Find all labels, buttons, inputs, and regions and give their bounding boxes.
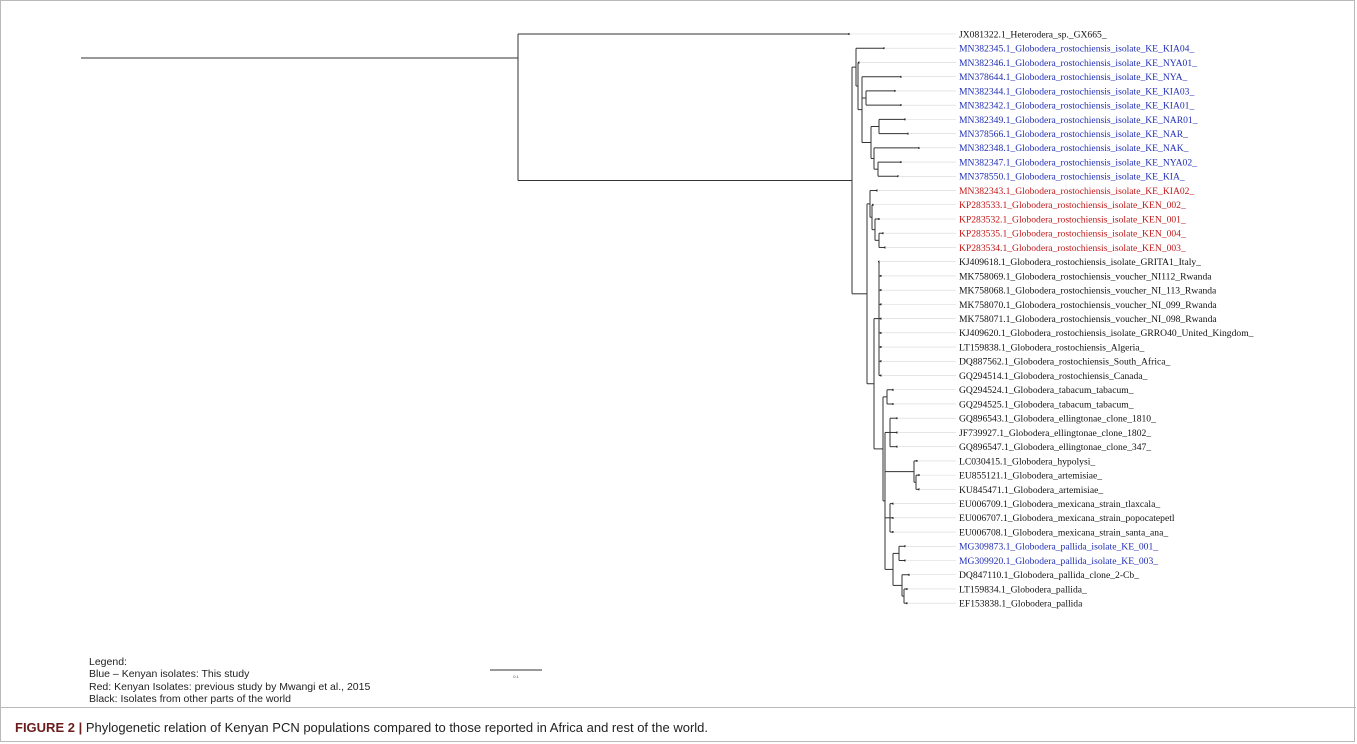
tree-leaf-label: MN382348.1_Globodera_rostochiensis_isola… [959,143,1189,154]
tree-leaf-label: MN382349.1_Globodera_rostochiensis_isola… [959,115,1198,126]
tree-leaf-labels: JX081322.1_Heterodera_sp._GX665_ MN382345… [959,29,1254,609]
tree-leaf-label: MN382346.1_Globodera_rostochiensis_isola… [959,58,1197,69]
tree-leaf-label: DQ847110.1_Globodera_pallida_clone_2-Cb_ [959,570,1139,581]
tree-leaf-label: EU006707.1_Globodera_mexicana_strain_pop… [959,513,1175,524]
tree-leaf-label: MK758069.1_Globodera_rostochiensis_vouch… [959,271,1212,282]
tree-leaf-label: GQ294524.1_Globodera_tabacum_tabacum_ [959,385,1134,396]
tree-leaf-label: MN382342.1_Globodera_rostochiensis_isola… [959,101,1194,112]
figure-caption: FIGURE 2 | Phylogenetic relation of Keny… [15,720,708,735]
tree-leaf-label: MK758071.1_Globodera_rostochiensis_vouch… [959,314,1217,325]
caption-divider [1,707,1356,708]
tree-leaf-label: KP283534.1_Globodera_rostochiensis_isola… [959,243,1186,254]
legend-item-blue: Blue – Kenyan isolates: This study [89,668,250,681]
tree-branches [81,33,920,605]
tree-leaf-label: KU845471.1_Globodera_artemisiae_ [959,485,1103,496]
tree-leaf-label: MN378644.1_Globodera_rostochiensis_isola… [959,72,1188,83]
tree-leaf-label: KP283533.1_Globodera_rostochiensis_isola… [959,200,1186,211]
scale-bar: 0.1 [490,669,542,679]
phylogenetic-tree: JX081322.1_Heterodera_sp._GX665_ MN382345… [81,29,1254,679]
legend-title: Legend: [89,656,127,668]
tree-leaf-label: LC030415.1_Globodera_hypolysi_ [959,456,1095,467]
tree-leaf-label: GQ896547.1_Globodera_ellingtonae_clone_3… [959,442,1151,453]
caption-text: Phylogenetic relation of Kenyan PCN popu… [82,720,709,735]
tree-leaf-label: KJ409620.1_Globodera_rostochiensis_isola… [959,328,1254,339]
tree-leaf-label: KP283532.1_Globodera_rostochiensis_isola… [959,214,1186,225]
legend-item-black: Black: Isolates from other parts of the … [89,692,291,705]
tree-leaf-label: MN382343.1_Globodera_rostochiensis_isola… [959,186,1194,197]
tree-leaf-label: MN378550.1_Globodera_rostochiensis_isola… [959,172,1185,183]
tree-leaf-label: MG309873.1_Globodera_pallida_isolate_KE_… [959,542,1158,553]
legend: Legend: Blue – Kenyan isolates: This stu… [89,656,370,705]
tree-leaf-label: MN382344.1_Globodera_rostochiensis_isola… [959,86,1194,97]
tree-leaf-label: GQ294514.1_Globodera_rostochiensis_Canad… [959,371,1148,382]
tree-leaf-label: KJ409618.1_Globodera_rostochiensis_isola… [959,257,1201,268]
tree-leaf-label: MN378566.1_Globodera_rostochiensis_isola… [959,129,1188,140]
tree-leaf-label: MG309920.1_Globodera_pallida_isolate_KE_… [959,556,1158,567]
tree-leaf-label: KP283535.1_Globodera_rostochiensis_isola… [959,229,1186,240]
caption-label: FIGURE 2 | [15,720,83,735]
tree-leaf-label: LT159834.1_Globodera_pallida_ [959,584,1087,595]
tree-leaf-label: JX081322.1_Heterodera_sp._GX665_ [959,29,1107,40]
tree-leaf-label: GQ294525.1_Globodera_tabacum_tabacum_ [959,399,1134,410]
tree-leaf-label: LT159838.1_Globodera_rostochiensis_Alger… [959,342,1145,353]
legend-item-red: Red: Kenyan Isolates: previous study by … [89,680,371,693]
tree-leaf-label: MN382347.1_Globodera_rostochiensis_isola… [959,157,1197,168]
tree-leaf-label: EU006709.1_Globodera_mexicana_strain_tla… [959,499,1160,510]
tree-leaf-label: EU006708.1_Globodera_mexicana_strain_san… [959,527,1168,538]
tree-leaf-label: EF153838.1_Globodera_pallida [959,599,1083,610]
tree-leaf-label: GQ896543.1_Globodera_ellingtonae_clone_1… [959,414,1156,425]
tree-leaf-label: MK758070.1_Globodera_rostochiensis_vouch… [959,300,1217,311]
scale-bar-label: 0.1 [513,674,519,679]
tree-leaf-label: MN382345.1_Globodera_rostochiensis_isola… [959,44,1194,55]
tree-leaf-label: DQ887562.1_Globodera_rostochiensis_South… [959,357,1170,368]
tree-leader-lines [849,33,956,604]
tree-leaf-label: JF739927.1_Globodera_ellingtonae_clone_1… [959,428,1151,439]
tree-leaf-label: MK758068.1_Globodera_rostochiensis_vouch… [959,286,1217,297]
tree-leaf-label: EU855121.1_Globodera_artemisiae_ [959,471,1102,482]
